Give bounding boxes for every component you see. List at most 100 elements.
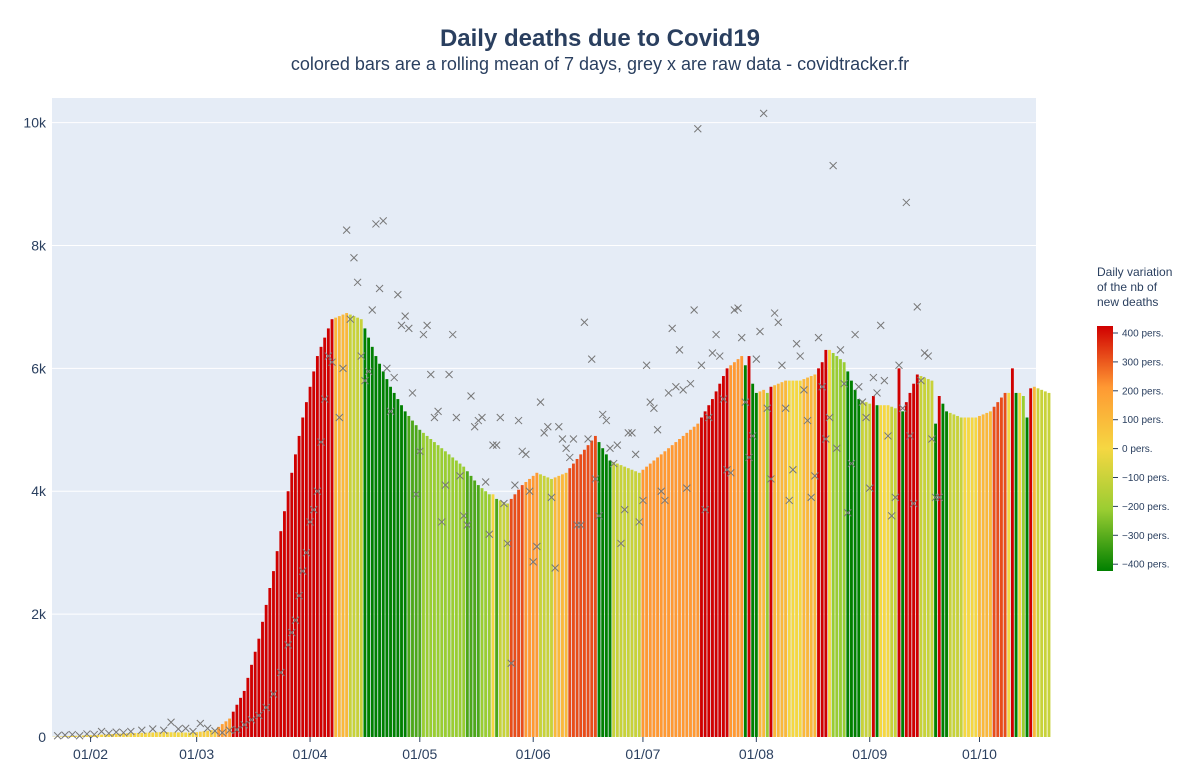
raw-marker <box>664 389 673 397</box>
bar <box>356 317 360 737</box>
raw-marker-stroke <box>770 309 779 317</box>
raw-marker <box>467 392 475 400</box>
bar <box>235 704 239 737</box>
y-tick-label: 2k <box>31 606 47 622</box>
bar <box>228 718 232 737</box>
raw-marker <box>741 398 750 406</box>
bar <box>286 491 290 737</box>
raw-marker <box>551 564 559 572</box>
bar <box>443 451 447 737</box>
raw-marker-stroke <box>543 422 552 431</box>
bar <box>718 383 722 737</box>
bar <box>67 736 71 737</box>
raw-marker-stroke <box>379 217 388 225</box>
raw-marker <box>317 438 325 446</box>
raw-marker-stroke <box>448 330 457 339</box>
raw-marker-stroke <box>789 465 797 474</box>
raw-marker-stroke <box>748 432 757 440</box>
raw-marker <box>924 352 933 360</box>
bar <box>217 726 221 737</box>
bar <box>411 420 414 737</box>
bar <box>462 466 466 737</box>
chart-subtitle: colored bars are a rolling mean of 7 day… <box>291 54 909 74</box>
colorbar-tick-label: 400 pers. <box>1122 329 1164 340</box>
raw-marker-stroke <box>112 728 121 736</box>
raw-marker-stroke <box>562 444 570 453</box>
raw-marker <box>320 395 329 403</box>
raw-marker <box>646 398 655 406</box>
y-tick-label: 4k <box>31 483 47 499</box>
raw-marker <box>445 370 453 379</box>
raw-marker <box>873 389 881 397</box>
bar <box>681 435 685 737</box>
raw-marker <box>357 352 366 360</box>
raw-marker-stroke <box>551 564 559 572</box>
raw-marker <box>748 432 757 440</box>
raw-marker-stroke <box>653 425 662 434</box>
raw-marker <box>935 493 944 502</box>
raw-marker-stroke <box>913 303 922 311</box>
raw-marker-stroke <box>383 364 391 373</box>
raw-marker-stroke <box>646 398 655 406</box>
bar <box>103 734 107 737</box>
bar <box>440 448 444 737</box>
raw-marker-stroke <box>730 306 739 314</box>
raw-marker <box>507 659 516 668</box>
raw-marker <box>83 730 91 738</box>
bar <box>989 411 992 737</box>
raw-marker <box>672 382 680 391</box>
bar <box>250 664 253 737</box>
bar <box>813 374 817 737</box>
bar <box>385 379 389 737</box>
raw-marker <box>470 422 479 431</box>
colorbar-gradient <box>1097 326 1113 571</box>
raw-marker-stroke <box>642 361 651 370</box>
x-tick-label: 01/04 <box>293 746 328 762</box>
bar <box>180 732 184 737</box>
raw-marker <box>781 404 790 413</box>
raw-marker <box>774 318 783 327</box>
raw-marker-stroke <box>496 413 505 422</box>
raw-marker <box>682 484 691 493</box>
colorbar: Daily variation of the nb of new deaths … <box>1097 265 1172 571</box>
bar-series <box>52 313 1051 738</box>
bar <box>169 732 173 737</box>
raw-marker <box>895 361 903 370</box>
raw-marker-stroke <box>796 352 805 360</box>
bar <box>140 732 144 737</box>
bar <box>802 379 806 737</box>
raw-marker <box>126 727 135 736</box>
raw-marker-stroke <box>682 484 691 493</box>
bar <box>81 735 85 737</box>
bar <box>144 732 147 737</box>
raw-marker <box>569 435 578 443</box>
raw-marker <box>778 361 786 370</box>
raw-marker <box>441 481 450 489</box>
raw-marker-stroke <box>262 703 271 712</box>
bar <box>1036 388 1040 737</box>
bar <box>334 317 338 737</box>
raw-marker <box>847 459 856 468</box>
colorbar-tick-label: −300 pers. <box>1122 531 1170 542</box>
raw-marker <box>302 548 311 557</box>
raw-marker <box>543 422 552 431</box>
raw-marker <box>90 730 99 739</box>
raw-marker-stroke <box>818 382 827 391</box>
bar <box>469 475 473 737</box>
raw-marker-stroke <box>291 616 300 625</box>
raw-marker-stroke <box>368 306 377 314</box>
bar <box>348 314 352 737</box>
bar <box>224 721 228 737</box>
bar <box>948 412 952 737</box>
bar <box>721 376 725 737</box>
bar <box>773 385 777 737</box>
bar <box>692 426 696 737</box>
bar <box>509 498 513 737</box>
raw-marker-stroke <box>525 487 534 496</box>
raw-marker-stroke <box>434 407 442 416</box>
bar <box>85 735 89 737</box>
bar <box>326 328 330 737</box>
bar <box>762 389 766 737</box>
bar <box>890 406 894 737</box>
